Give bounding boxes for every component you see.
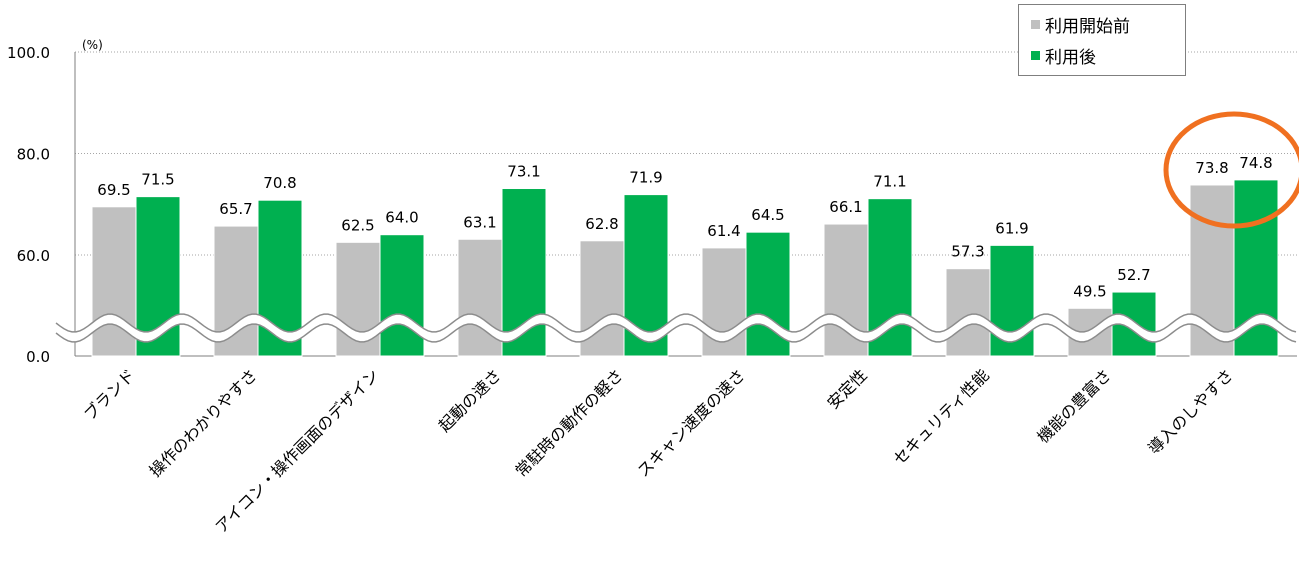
category-label: 常駐時の動作の軽さ [512, 365, 627, 480]
legend-item-before: 利用開始前 [1031, 11, 1130, 37]
data-label: 63.1 [463, 213, 496, 231]
data-label: 64.0 [385, 209, 418, 227]
legend-label-before: 利用開始前 [1045, 16, 1130, 37]
data-label: 57.3 [951, 243, 984, 261]
data-label: 66.1 [829, 198, 862, 216]
break-band [56, 314, 1296, 342]
y-tick-label: 100.0 [7, 44, 50, 62]
data-label: 65.7 [219, 200, 252, 218]
break-line-bottom [55, 323, 1297, 343]
data-label: 73.1 [507, 163, 540, 181]
category-label: 起動の速さ [435, 365, 505, 435]
category-label: スキャン速度の速さ [634, 365, 749, 480]
legend: 利用開始前 利用後 [1018, 4, 1186, 76]
y-tick-label: 80.0 [17, 146, 50, 164]
y-axis: 100.0 80.0 60.0 0.0 (%) [7, 38, 103, 366]
category-label: ブランド [80, 365, 139, 424]
data-label: 73.8 [1195, 159, 1228, 177]
data-label: 70.8 [263, 174, 296, 192]
category-label: 導入のしやすさ [1144, 365, 1237, 458]
data-label: 62.5 [341, 216, 374, 234]
y-tick-label: 60.0 [17, 247, 50, 265]
legend-swatch-before [1031, 19, 1040, 29]
data-label: 71.1 [873, 173, 906, 191]
highlight-circle [1163, 111, 1299, 229]
bars [91, 179, 1279, 357]
unit-label: (%) [82, 38, 103, 52]
highlight-circle-shape [1163, 111, 1299, 229]
category-label: セキュリティ性能 [890, 365, 993, 468]
axis-break [55, 313, 1297, 343]
data-label: 62.8 [585, 215, 618, 233]
data-label: 49.5 [1073, 282, 1106, 300]
legend-item-after: 利用後 [1031, 42, 1096, 68]
y-tick-label: 0.0 [26, 348, 50, 366]
value-labels: 69.5 71.5 65.7 70.8 62.5 64.0 63.1 73.1 62.8 71.9… [97, 154, 1272, 300]
category-label: 安定性 [823, 365, 870, 412]
bar [501, 188, 547, 357]
data-label: 61.4 [707, 222, 740, 240]
data-label: 61.9 [995, 219, 1028, 237]
bar [379, 234, 425, 357]
category-label: 機能の豊富さ [1034, 365, 1115, 446]
data-label: 69.5 [97, 181, 130, 199]
data-label: 64.5 [751, 206, 784, 224]
category-label: 操作のわかりやすさ [146, 365, 261, 480]
data-label: 71.5 [141, 171, 174, 189]
legend-label-after: 利用後 [1045, 47, 1096, 68]
legend-swatch-after [1031, 50, 1040, 60]
data-label: 52.7 [1117, 266, 1150, 284]
break-line-top [55, 313, 1297, 333]
bar [945, 268, 991, 357]
data-label: 74.8 [1239, 154, 1272, 172]
data-label: 71.9 [629, 169, 662, 187]
